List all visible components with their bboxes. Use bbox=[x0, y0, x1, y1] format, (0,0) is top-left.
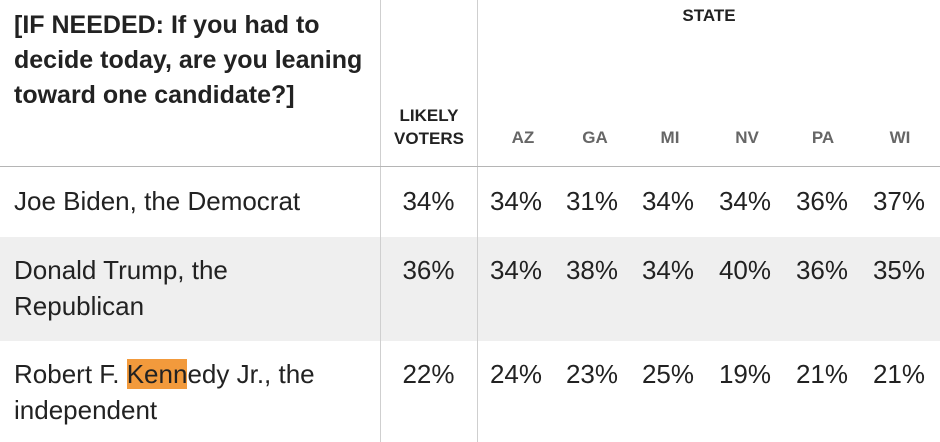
cell-wi: 21% bbox=[872, 359, 926, 389]
state-header-az: AZ bbox=[511, 128, 535, 147]
cell-mi: 25% bbox=[641, 359, 695, 389]
cell-mi: 34% bbox=[641, 255, 695, 285]
cell-nv: 40% bbox=[718, 255, 772, 285]
row-label: Robert F. Kennedy Jr., the independent bbox=[14, 356, 354, 428]
table-row-biden: Joe Biden, the Democrat 34% 34% 31% 34% … bbox=[0, 167, 940, 237]
cell-pa: 36% bbox=[795, 255, 849, 285]
row-label-start: Robert F. bbox=[14, 359, 127, 389]
row-label-end: edy Jr., the independent bbox=[14, 359, 315, 425]
row-label: Joe Biden, the Democrat bbox=[14, 186, 301, 216]
cell-pa: 36% bbox=[795, 186, 849, 216]
cell-ga: 23% bbox=[565, 359, 619, 389]
cell-likely: 34% bbox=[402, 186, 455, 216]
column-divider-likely bbox=[380, 167, 381, 442]
state-group-header: STATE AZ GA MI NV PA WI bbox=[477, 0, 940, 166]
search-highlight: Kenn bbox=[126, 359, 188, 389]
cell-nv: 34% bbox=[718, 186, 772, 216]
cell-az: 24% bbox=[489, 359, 543, 389]
question-heading: [IF NEEDED: If you had to decide today, … bbox=[14, 11, 363, 109]
cell-az: 34% bbox=[489, 255, 543, 285]
state-header-wi: WI bbox=[889, 128, 911, 147]
state-header-ga: GA bbox=[582, 128, 608, 147]
likely-voters-column-header: LIKELY VOTERS bbox=[380, 0, 477, 166]
cell-pa: 21% bbox=[795, 359, 849, 389]
likely-label-line2: VOTERS bbox=[394, 129, 464, 148]
state-header-pa: PA bbox=[811, 128, 835, 147]
table-header: [IF NEEDED: If you had to decide today, … bbox=[0, 0, 940, 167]
likely-label-line1: LIKELY bbox=[399, 106, 459, 125]
state-group-label: STATE bbox=[682, 6, 736, 25]
cell-ga: 38% bbox=[565, 255, 619, 285]
table-row-trump: Donald Trump, the Republican 36% 34% 38%… bbox=[0, 237, 940, 341]
cell-ga: 31% bbox=[565, 186, 619, 216]
cell-az: 34% bbox=[489, 186, 543, 216]
cell-nv: 19% bbox=[718, 359, 772, 389]
cell-wi: 37% bbox=[872, 186, 926, 216]
row-label: Donald Trump, the Republican bbox=[14, 255, 228, 321]
state-header-mi: MI bbox=[660, 128, 680, 147]
state-header-nv: NV bbox=[735, 128, 759, 147]
table-row-kennedy: Robert F. Kennedy Jr., the independent 2… bbox=[0, 341, 940, 442]
cell-wi: 35% bbox=[872, 255, 926, 285]
column-divider-state bbox=[477, 167, 478, 442]
cell-mi: 34% bbox=[641, 186, 695, 216]
cell-likely: 36% bbox=[402, 255, 455, 285]
likely-voters-label: LIKELY VOTERS bbox=[381, 104, 477, 150]
cell-likely: 22% bbox=[402, 359, 455, 389]
